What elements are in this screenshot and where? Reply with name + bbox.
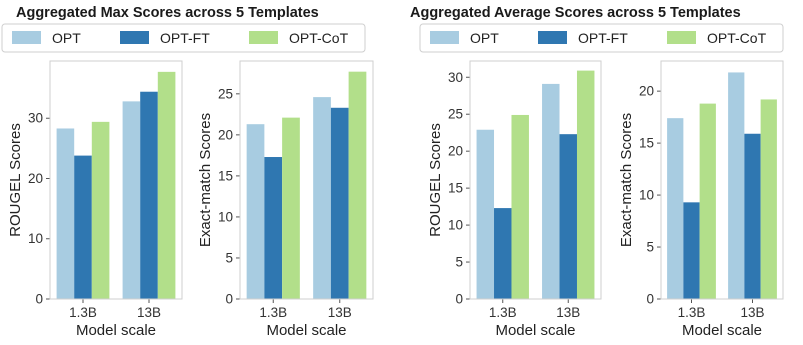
- y-tick-label: 15: [639, 136, 654, 151]
- legend-swatch-opt-ft: [120, 31, 149, 44]
- bar-opt-cot-13b: [157, 71, 176, 299]
- bar-opt-ft-13b: [559, 134, 577, 299]
- plot-frame: [660, 60, 784, 300]
- group-title-max: Aggregated Max Scores across 5 Templates: [16, 5, 319, 21]
- bar-opt-1-3b: [56, 128, 75, 299]
- y-tick-label: 30: [28, 111, 43, 126]
- x-tick-label: 1.3B: [259, 305, 287, 320]
- y-tick-label: 0: [646, 292, 654, 307]
- y-axis-label: Exact-match Scores: [618, 113, 635, 247]
- x-tick-label: 13B: [740, 305, 764, 320]
- y-tick-label: 20: [639, 84, 654, 99]
- y-tick-label: 10: [218, 209, 233, 224]
- y-tick-label: 10: [639, 188, 654, 203]
- legend-swatch-opt-cot: [667, 31, 696, 44]
- x-tick-label: 1.3B: [678, 305, 706, 320]
- bar-opt-cot-1-3b: [699, 103, 716, 299]
- bar-opt-ft-1-3b: [264, 157, 283, 299]
- y-tick-label: 0: [225, 292, 233, 307]
- bar-opt-ft-13b: [744, 133, 761, 299]
- panel-average-rougel: 1.3B 13B 0 5 10 15 20 25 30 Model scale ROUGEL Sco…: [427, 60, 602, 339]
- panel-max-exact-match: 1.3B 13B 0 5 10 15 20 25 Model scale Exact-match …: [197, 60, 374, 339]
- y-tick-label: 30: [448, 70, 463, 85]
- y-tick-label: 15: [218, 168, 233, 183]
- x-axis-label: Model scale: [76, 322, 156, 339]
- legend-label-opt: OPT: [470, 30, 499, 46]
- legend-label-opt-cot: OPT-CoT: [289, 30, 349, 46]
- bar-opt-ft-13b: [330, 107, 349, 299]
- panel-average-exact-match: 1.3B 13B 0 5 10 15 20 Model scale Exact-match Sc…: [618, 60, 784, 339]
- legend-max: OPT OPT-FT OPT-CoT: [1, 23, 366, 53]
- bar-opt-13b: [313, 97, 331, 299]
- legend-label-opt-cot: OPT-CoT: [707, 30, 767, 46]
- y-axis-label: ROUGEL Scores: [7, 123, 24, 237]
- x-tick-label: 1.3B: [489, 305, 517, 320]
- y-tick-label: 0: [455, 292, 463, 307]
- legend-label-opt-ft: OPT-FT: [578, 30, 628, 46]
- plot-frame: [469, 60, 602, 300]
- y-tick-label: 25: [218, 86, 233, 101]
- x-axis-label: Model scale: [682, 322, 762, 339]
- y-tick-label: 10: [448, 218, 463, 233]
- y-axis-label: Exact-match Scores: [197, 113, 214, 247]
- x-axis-label: Model scale: [495, 322, 575, 339]
- legend-swatch-opt-cot: [249, 31, 278, 44]
- x-tick-label: 13B: [328, 305, 352, 320]
- legend-label-opt-ft: OPT-FT: [160, 30, 210, 46]
- legend-average: OPT OPT-FT OPT-CoT: [419, 23, 784, 53]
- legend-label-opt: OPT: [52, 30, 81, 46]
- y-tick-label: 20: [28, 171, 43, 186]
- bar-opt-ft-13b: [140, 91, 158, 299]
- y-tick-label: 20: [448, 144, 463, 159]
- legend-swatch-opt: [12, 31, 41, 44]
- y-tick-label: 5: [455, 255, 463, 270]
- bar-opt-13b: [728, 72, 745, 300]
- bar-opt-cot-1-3b: [282, 117, 300, 299]
- x-axis-label: Model scale: [266, 322, 346, 339]
- legend-swatch-opt: [430, 31, 459, 44]
- plot-frame: [239, 60, 374, 300]
- y-axis-label: ROUGEL Scores: [427, 123, 444, 237]
- y-tick-label: 15: [448, 181, 463, 196]
- x-tick-label: 1.3B: [69, 305, 97, 320]
- y-tick-label: 25: [448, 107, 463, 122]
- y-tick-label: 5: [646, 240, 654, 255]
- x-tick-label: 13B: [137, 305, 161, 320]
- y-tick-label: 10: [28, 231, 43, 246]
- bar-opt-cot-1-3b: [91, 121, 110, 299]
- y-tick-label: 5: [225, 250, 233, 265]
- bar-opt-cot-13b: [348, 71, 367, 299]
- bar-opt-cot-13b: [576, 70, 595, 299]
- bar-opt-13b: [542, 83, 560, 299]
- bar-opt-1-3b: [246, 124, 265, 299]
- x-tick-label: 13B: [556, 305, 580, 320]
- group-title-average: Aggregated Average Scores across 5 Templ…: [410, 5, 741, 21]
- bar-opt-ft-1-3b: [683, 202, 700, 299]
- y-tick-label: 0: [35, 292, 43, 307]
- bar-opt-ft-1-3b: [74, 155, 92, 299]
- plot-frame: [49, 60, 183, 300]
- bar-opt-cot-1-3b: [511, 114, 529, 300]
- bar-opt-13b: [122, 101, 141, 300]
- bar-opt-1-3b: [476, 129, 495, 299]
- bar-opt-1-3b: [667, 118, 684, 299]
- panel-max-rougel: 1.3B 13B 0 10 20 30 Model scale ROUGEL Scores: [7, 60, 183, 339]
- legend-swatch-opt-ft: [538, 31, 567, 44]
- y-tick-label: 20: [218, 127, 233, 142]
- bar-opt-cot-13b: [760, 99, 777, 299]
- bar-opt-ft-1-3b: [494, 208, 512, 299]
